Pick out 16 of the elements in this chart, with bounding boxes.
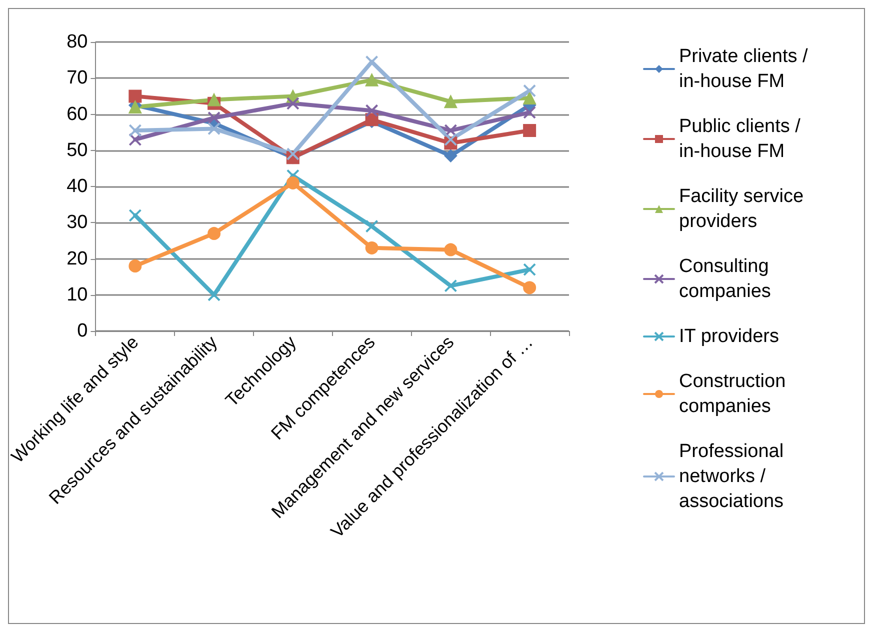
y-tick-label: 40	[66, 176, 88, 197]
y-tick-label: 0	[77, 320, 88, 342]
y-tick-label: 30	[66, 212, 88, 234]
y-tick-label: 80	[66, 32, 88, 52]
y-tick-label: 10	[66, 284, 88, 306]
y-tick-label: 50	[66, 140, 88, 161]
legend-label: Private clients / in-house FM	[679, 46, 814, 92]
y-tick-label: 70	[66, 68, 88, 89]
legend-label: Public clients / in-house FM	[679, 116, 806, 162]
legend-label: IT providers	[679, 326, 779, 347]
legend-label: Professional networks / associations	[679, 441, 789, 512]
legend-label: Construction companies	[679, 371, 791, 417]
legend-label: Consulting companies	[679, 256, 774, 302]
legend-label: Facility service providers	[679, 186, 809, 232]
y-tick-label: 60	[66, 104, 88, 125]
y-tick-label: 20	[66, 248, 88, 270]
